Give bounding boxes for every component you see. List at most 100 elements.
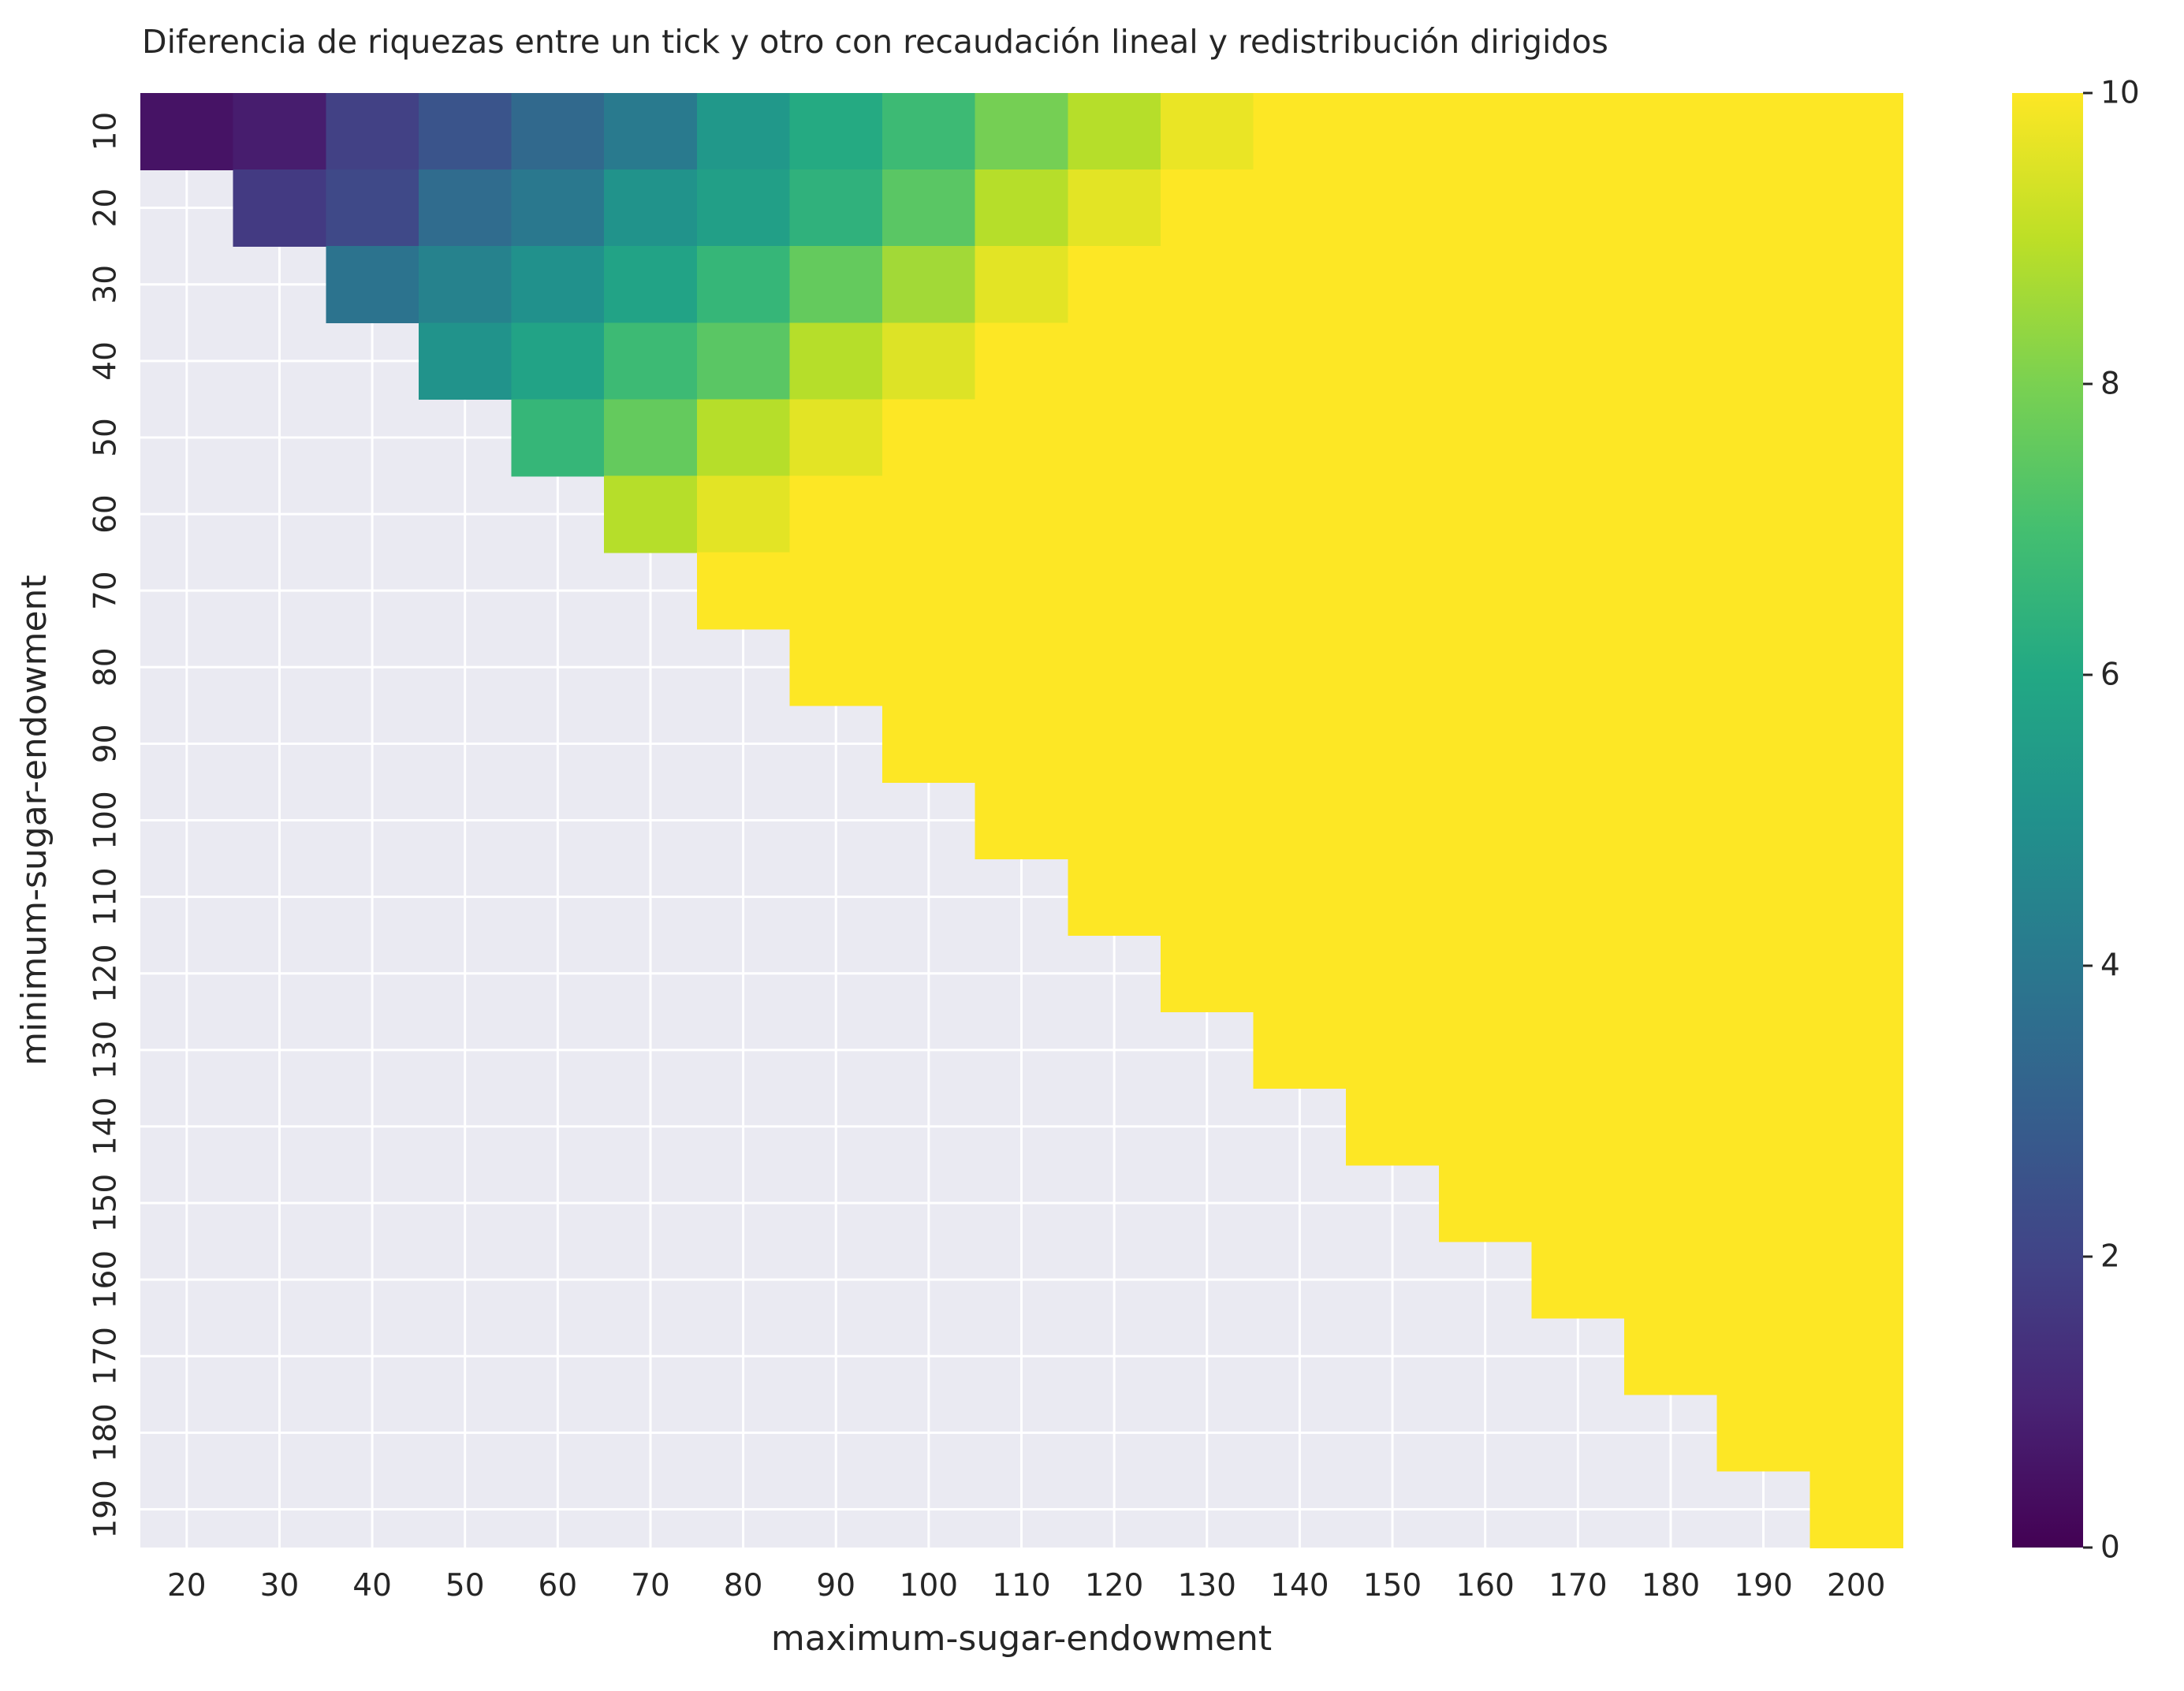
heatmap-cell bbox=[140, 93, 234, 170]
heatmap-cell bbox=[1346, 246, 1440, 324]
heatmap-cell bbox=[882, 475, 976, 553]
heatmap-cell bbox=[1716, 93, 1811, 170]
colorbar-tick-label: 4 bbox=[2100, 948, 2120, 984]
heatmap-cell bbox=[975, 552, 1069, 630]
heatmap-cell bbox=[1716, 1011, 1811, 1089]
heatmap-cell bbox=[1624, 246, 1718, 324]
heatmap-cell bbox=[1160, 399, 1254, 477]
heatmap-cell bbox=[1438, 1164, 1533, 1242]
heatmap-cell bbox=[1068, 628, 1161, 706]
heatmap-cell bbox=[696, 169, 791, 248]
heatmap-cell bbox=[1809, 1394, 1903, 1472]
heatmap-cell bbox=[418, 246, 512, 324]
heatmap-cell bbox=[1809, 246, 1903, 324]
heatmap-cell bbox=[1809, 1011, 1903, 1089]
heatmap-cell bbox=[1809, 1164, 1903, 1242]
y-tick-label: 140 bbox=[88, 1097, 124, 1156]
y-tick-label: 180 bbox=[88, 1403, 124, 1462]
heatmap-cell bbox=[1253, 628, 1347, 706]
heatmap-cell bbox=[1809, 475, 1903, 553]
heatmap-cell bbox=[1624, 552, 1718, 630]
heatmap-cell bbox=[1438, 552, 1533, 630]
heatmap-cell bbox=[1624, 705, 1718, 783]
heatmap-cell bbox=[696, 93, 791, 170]
heatmap-cell bbox=[789, 246, 883, 324]
heatmap-cell bbox=[1253, 169, 1347, 248]
heatmap-cell bbox=[1809, 781, 1903, 859]
heatmap-cell bbox=[1531, 628, 1625, 706]
heatmap-cell bbox=[1624, 475, 1718, 553]
heatmap-cell bbox=[1438, 475, 1533, 553]
heatmap-cell bbox=[1346, 93, 1440, 170]
heatmap-cell bbox=[1346, 399, 1440, 477]
heatmap-cell bbox=[233, 93, 327, 170]
heatmap-cell bbox=[1160, 322, 1254, 400]
heatmap-cell bbox=[1531, 935, 1625, 1013]
heatmap-cell bbox=[1253, 1011, 1347, 1089]
x-tick-label: 90 bbox=[816, 1568, 855, 1603]
heatmap-cell bbox=[604, 475, 698, 553]
heatmap-cell bbox=[1253, 781, 1347, 859]
y-tick-label: 170 bbox=[88, 1327, 124, 1385]
y-axis-label: minimum-sugar-endowment bbox=[14, 575, 54, 1065]
heatmap-cell bbox=[233, 169, 327, 248]
x-tick-label: 150 bbox=[1363, 1568, 1422, 1603]
heatmap-cell bbox=[882, 628, 976, 706]
heatmap-cell bbox=[1068, 475, 1161, 553]
heatmap-cell bbox=[1624, 1088, 1718, 1166]
heatmap-cell bbox=[1809, 1470, 1903, 1548]
heatmap-cell bbox=[1716, 246, 1811, 324]
heatmap-cell bbox=[1160, 475, 1254, 553]
heatmap-cell bbox=[1438, 1011, 1533, 1089]
heatmap-cell bbox=[1716, 1317, 1811, 1395]
heatmap-cell bbox=[1809, 1241, 1903, 1319]
heatmap-cell bbox=[975, 475, 1069, 553]
y-tick-label: 150 bbox=[88, 1174, 124, 1232]
heatmap-cell bbox=[1531, 475, 1625, 553]
x-tick-label: 180 bbox=[1642, 1568, 1700, 1603]
heatmap-cell bbox=[1253, 399, 1347, 477]
heatmap-cell bbox=[1438, 246, 1533, 324]
heatmap-cell bbox=[1624, 322, 1718, 400]
y-tick-label: 100 bbox=[88, 791, 124, 849]
heatmap-cell bbox=[604, 246, 698, 324]
heatmap-cell bbox=[975, 399, 1069, 477]
heatmap-cell bbox=[1809, 1088, 1903, 1166]
heatmap-cell bbox=[975, 169, 1069, 248]
heatmap-cell bbox=[1624, 628, 1718, 706]
y-tick-label: 40 bbox=[88, 341, 124, 381]
heatmap-cell bbox=[1346, 628, 1440, 706]
heatmap-cell bbox=[975, 246, 1069, 324]
heatmap-cell bbox=[1531, 1088, 1625, 1166]
heatmap-cells bbox=[140, 93, 1903, 1548]
y-tick-label: 110 bbox=[88, 867, 124, 926]
heatmap-cell bbox=[326, 246, 419, 324]
heatmap-cell bbox=[1624, 1164, 1718, 1242]
heatmap-cell bbox=[975, 705, 1069, 783]
heatmap-cell bbox=[1346, 781, 1440, 859]
y-tick-label: 90 bbox=[88, 724, 124, 764]
heatmap-cell bbox=[882, 93, 976, 170]
heatmap-cell bbox=[1531, 781, 1625, 859]
x-tick-label: 170 bbox=[1549, 1568, 1607, 1603]
y-tick-label: 60 bbox=[88, 494, 124, 534]
heatmap-cell bbox=[1716, 781, 1811, 859]
heatmap-cell bbox=[789, 628, 883, 706]
heatmap-cell bbox=[326, 169, 419, 248]
heatmap-cell bbox=[1438, 705, 1533, 783]
colorbar-tick-label: 2 bbox=[2100, 1239, 2120, 1275]
x-tick-label: 100 bbox=[900, 1568, 958, 1603]
heatmap-cell bbox=[1160, 781, 1254, 859]
heatmap-cell bbox=[1253, 859, 1347, 936]
heatmap-cell bbox=[1068, 399, 1161, 477]
x-axis-label: maximum-sugar-endowment bbox=[771, 1618, 1272, 1659]
heatmap-cell bbox=[1068, 552, 1161, 630]
x-tick-label: 140 bbox=[1270, 1568, 1329, 1603]
heatmap-cell bbox=[418, 322, 512, 400]
heatmap-cell bbox=[1068, 93, 1161, 170]
heatmap-cell bbox=[882, 705, 976, 783]
x-tick-label: 120 bbox=[1085, 1568, 1143, 1603]
heatmap-cell bbox=[418, 93, 512, 170]
heatmap-cell bbox=[1531, 705, 1625, 783]
